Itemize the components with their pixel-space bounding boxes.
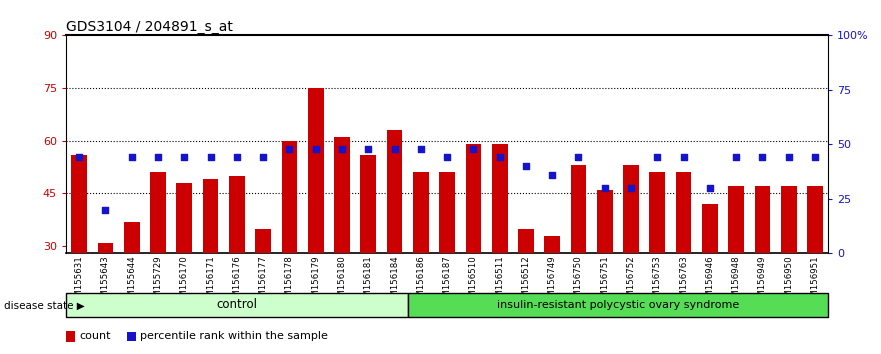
Text: GSM156177: GSM156177 <box>259 255 268 308</box>
Bar <box>282 141 297 352</box>
Point <box>99 207 113 212</box>
Bar <box>649 172 665 352</box>
Bar <box>492 144 507 352</box>
Point <box>492 154 507 160</box>
Point <box>204 154 218 160</box>
Bar <box>255 229 271 352</box>
Point <box>808 154 822 160</box>
Point <box>729 154 744 160</box>
Point <box>388 146 402 152</box>
Bar <box>544 235 560 352</box>
Text: GSM155729: GSM155729 <box>153 255 163 308</box>
Point <box>151 154 165 160</box>
Text: GSM156752: GSM156752 <box>626 255 635 308</box>
Bar <box>203 179 218 352</box>
Point <box>519 163 533 169</box>
Bar <box>781 187 796 352</box>
Bar <box>597 190 612 352</box>
Text: GSM156171: GSM156171 <box>206 255 215 308</box>
Point <box>781 154 796 160</box>
Text: GSM156180: GSM156180 <box>337 255 346 308</box>
Text: GSM155644: GSM155644 <box>127 255 137 308</box>
Bar <box>98 242 114 352</box>
Bar <box>176 183 192 352</box>
Bar <box>229 176 245 352</box>
Point <box>72 154 86 160</box>
Text: GSM156512: GSM156512 <box>522 255 530 308</box>
Text: GSM156179: GSM156179 <box>311 255 320 308</box>
Text: GSM156951: GSM156951 <box>811 255 819 308</box>
Bar <box>387 130 403 352</box>
Point <box>177 154 191 160</box>
Bar <box>440 172 455 352</box>
Bar <box>729 187 744 352</box>
Bar <box>334 137 350 352</box>
Point <box>677 154 691 160</box>
Point <box>230 154 244 160</box>
Text: count: count <box>79 331 110 341</box>
Bar <box>623 165 639 352</box>
Text: GSM156946: GSM156946 <box>706 255 714 308</box>
Text: GSM156949: GSM156949 <box>758 255 767 308</box>
Point <box>361 146 375 152</box>
Point <box>308 146 322 152</box>
Bar <box>754 187 770 352</box>
Point <box>755 154 769 160</box>
Text: GSM156751: GSM156751 <box>600 255 610 308</box>
Bar <box>807 187 823 352</box>
Point <box>597 185 611 191</box>
Text: disease state ▶: disease state ▶ <box>4 301 85 311</box>
Text: GSM156186: GSM156186 <box>417 255 426 308</box>
Bar <box>676 172 692 352</box>
Point <box>125 154 139 160</box>
Point <box>624 185 638 191</box>
Text: GSM156950: GSM156950 <box>784 255 793 308</box>
Text: GSM156749: GSM156749 <box>548 255 557 308</box>
Point <box>466 146 480 152</box>
Text: percentile rank within the sample: percentile rank within the sample <box>140 331 328 341</box>
Bar <box>702 204 718 352</box>
Point <box>703 185 717 191</box>
Text: control: control <box>217 298 257 311</box>
Text: GSM156511: GSM156511 <box>495 255 504 308</box>
Bar <box>150 172 166 352</box>
Bar <box>413 172 429 352</box>
Text: GSM156753: GSM156753 <box>653 255 662 308</box>
Text: GSM156176: GSM156176 <box>233 255 241 308</box>
Bar <box>307 88 323 352</box>
Point <box>335 146 349 152</box>
Point <box>650 154 664 160</box>
Point <box>414 146 428 152</box>
Text: GSM156750: GSM156750 <box>574 255 583 308</box>
Text: insulin-resistant polycystic ovary syndrome: insulin-resistant polycystic ovary syndr… <box>497 300 739 310</box>
Bar <box>408 293 828 317</box>
Point <box>545 172 559 178</box>
Bar <box>66 331 75 342</box>
Text: GSM156170: GSM156170 <box>180 255 189 308</box>
Point <box>572 154 586 160</box>
Point <box>440 154 455 160</box>
Bar <box>571 165 587 352</box>
Bar <box>360 155 376 352</box>
Bar <box>127 332 137 341</box>
Text: GSM156184: GSM156184 <box>390 255 399 308</box>
Bar <box>66 293 408 317</box>
Point <box>256 154 270 160</box>
Text: GSM155631: GSM155631 <box>75 255 84 308</box>
Text: GSM156948: GSM156948 <box>731 255 741 308</box>
Text: GSM156181: GSM156181 <box>364 255 373 308</box>
Text: GSM156510: GSM156510 <box>469 255 478 308</box>
Bar <box>518 229 534 352</box>
Text: GSM156763: GSM156763 <box>679 255 688 308</box>
Text: GSM156187: GSM156187 <box>442 255 452 308</box>
Bar <box>465 144 481 352</box>
Point <box>283 146 297 152</box>
Bar <box>71 155 87 352</box>
Text: GSM156178: GSM156178 <box>285 255 294 308</box>
Text: GSM155643: GSM155643 <box>101 255 110 308</box>
Text: GDS3104 / 204891_s_at: GDS3104 / 204891_s_at <box>66 21 233 34</box>
Bar <box>124 222 140 352</box>
